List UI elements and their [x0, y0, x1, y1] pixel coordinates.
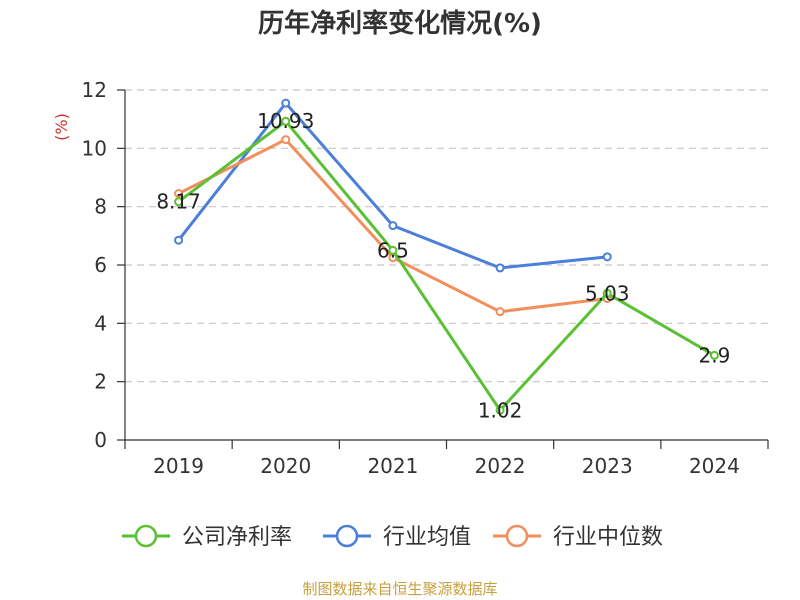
x-tick-label: 2019	[153, 454, 204, 478]
data-label: 8.17	[156, 190, 201, 214]
y-axis-unit-label: (%)	[52, 113, 71, 141]
axes: 0 2 4 6 8 10 12 2019 2020 2021 2022 2023 2024	[82, 78, 769, 478]
data-point	[174, 197, 184, 207]
gridlines	[125, 89, 768, 383]
legend-label: 行业均值	[383, 525, 471, 550]
data-point	[174, 189, 184, 199]
data-point	[388, 221, 398, 231]
series-line	[177, 119, 716, 412]
legend-label: 行业中位数	[553, 525, 663, 550]
y-tick-label: 10	[82, 136, 107, 160]
data-point	[495, 307, 505, 317]
x-tick-label: 2021	[367, 454, 418, 478]
y-tick-label: 6	[94, 253, 107, 277]
data-point	[602, 288, 612, 298]
data-point	[388, 245, 398, 255]
data-point	[602, 252, 612, 262]
legend-item: 行业中位数	[493, 524, 663, 550]
series-0	[174, 116, 719, 415]
data-label: 2.9	[699, 343, 731, 367]
chart-title: 历年净利率变化情况(%)	[258, 8, 542, 39]
legend: 公司净利率 行业均值 行业中位数	[122, 524, 663, 550]
data-point	[174, 235, 184, 245]
data-label: 10.93	[257, 109, 314, 133]
legend-item: 行业均值	[323, 524, 471, 550]
source-note: 制图数据来自恒生聚源数据库	[302, 580, 497, 598]
x-tick-label: 2023	[582, 454, 633, 478]
y-tick-label: 12	[82, 78, 107, 102]
data-label: 1.02	[478, 398, 523, 422]
data-label: 6.5	[377, 238, 409, 262]
data-labels: 8.17 10.93 6.5 1.02 5.03 2.9	[156, 109, 730, 422]
legend-marker	[134, 524, 158, 548]
x-tick-label: 2020	[260, 454, 311, 478]
y-tick-label: 8	[94, 195, 107, 219]
x-tick-label: 2022	[475, 454, 526, 478]
y-tick-label: 2	[94, 370, 107, 394]
data-point	[281, 98, 291, 108]
x-tick-label: 2024	[689, 454, 740, 478]
data-point	[495, 263, 505, 273]
legend-marker	[505, 524, 529, 548]
data-point	[495, 405, 505, 415]
legend-item: 公司净利率	[122, 524, 292, 550]
y-tick-label: 0	[94, 428, 107, 452]
data-point	[281, 135, 291, 145]
data-label: 5.03	[585, 281, 630, 305]
data-point	[709, 350, 719, 360]
y-tick-label: 4	[94, 311, 107, 335]
series-layer	[174, 98, 719, 415]
legend-marker	[335, 524, 359, 548]
legend-label: 公司净利率	[182, 525, 292, 550]
data-point	[281, 116, 291, 126]
